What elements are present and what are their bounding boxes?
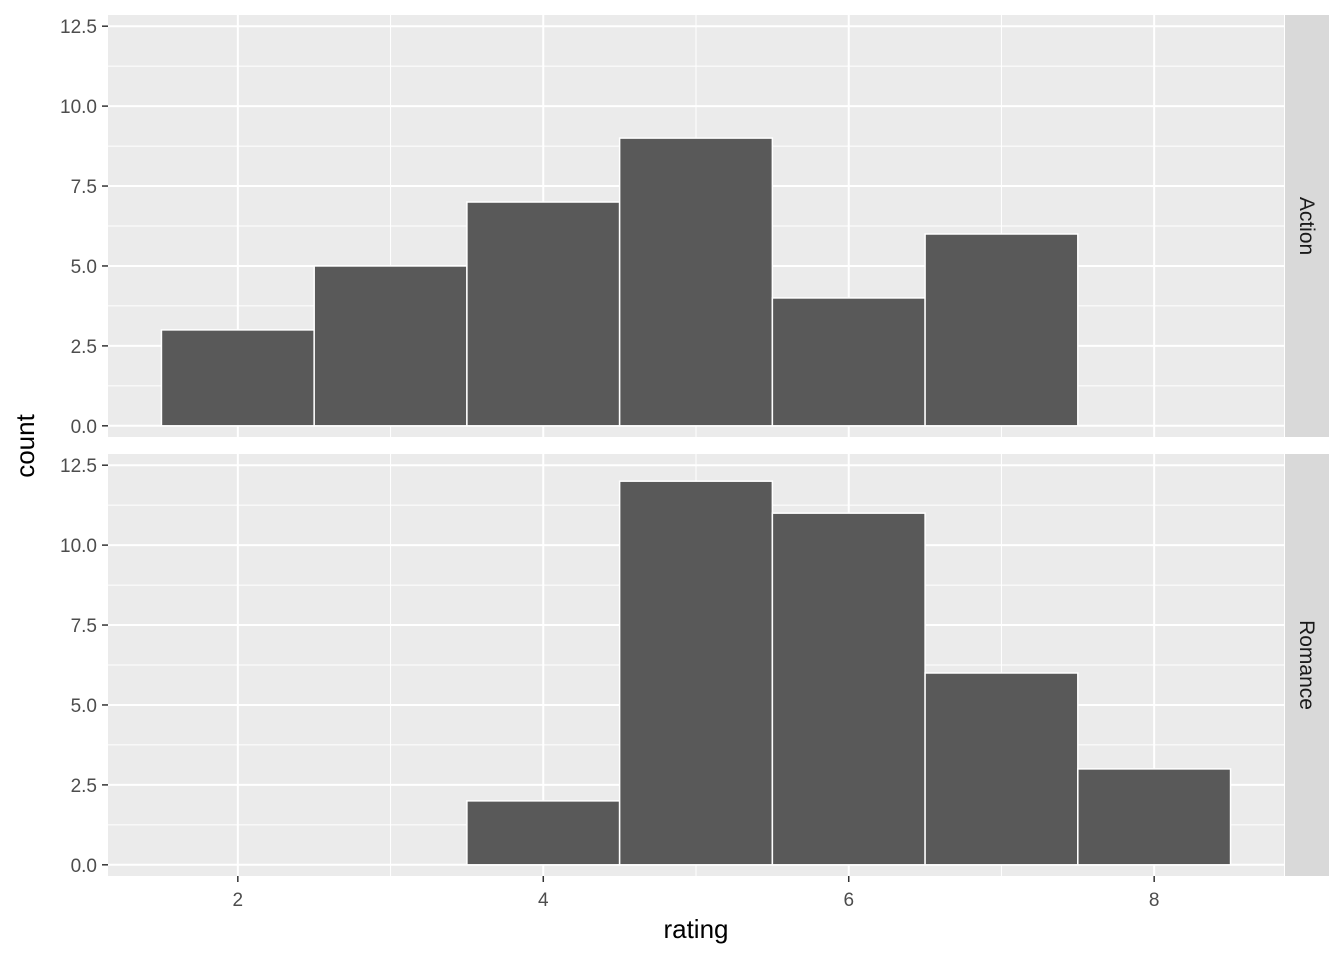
histogram-bar-romance-4 xyxy=(1077,768,1232,866)
histogram-bar-action-0 xyxy=(160,329,315,427)
histogram-bar-action-1 xyxy=(313,265,468,427)
histogram-bar-action-4 xyxy=(771,297,926,427)
x-tick-label: 8 xyxy=(1149,890,1160,911)
histogram-bar-action-5 xyxy=(924,233,1079,427)
y-tick-label: 5.0 xyxy=(71,696,97,717)
y-tick-label: 2.5 xyxy=(71,337,97,358)
histogram-bar-action-3 xyxy=(618,137,774,427)
y-tick-label: 7.5 xyxy=(71,177,97,198)
facet-strip-background xyxy=(1285,15,1329,437)
x-tick-label: 2 xyxy=(233,890,244,911)
histogram-bar-action-2 xyxy=(466,201,621,427)
y-tick-label: 12.5 xyxy=(60,17,97,38)
y-tick-label: 10.0 xyxy=(60,536,97,557)
y-tick-label: 2.5 xyxy=(71,776,97,797)
y-tick-label: 0.0 xyxy=(71,417,97,438)
histogram-bar-romance-3 xyxy=(924,672,1079,866)
y-tick-label: 12.5 xyxy=(60,456,97,477)
y-tick-label: 7.5 xyxy=(71,616,97,637)
x-tick-label: 4 xyxy=(538,890,549,911)
y-tick-label: 0.0 xyxy=(71,856,97,877)
histogram-bar-romance-2 xyxy=(771,512,926,866)
facet-strip-label: Romance xyxy=(1295,620,1318,710)
facet-strip-label: Action xyxy=(1295,197,1318,255)
y-tick-label: 10.0 xyxy=(60,97,97,118)
x-tick-label: 6 xyxy=(843,890,854,911)
histogram-bar-romance-0 xyxy=(466,800,621,866)
histogram-bar-romance-1 xyxy=(618,480,774,866)
facet-strip-background xyxy=(1285,454,1329,876)
x-axis-title: rating xyxy=(663,914,728,944)
y-axis-title: count xyxy=(10,413,40,477)
y-tick-label: 5.0 xyxy=(71,257,97,278)
